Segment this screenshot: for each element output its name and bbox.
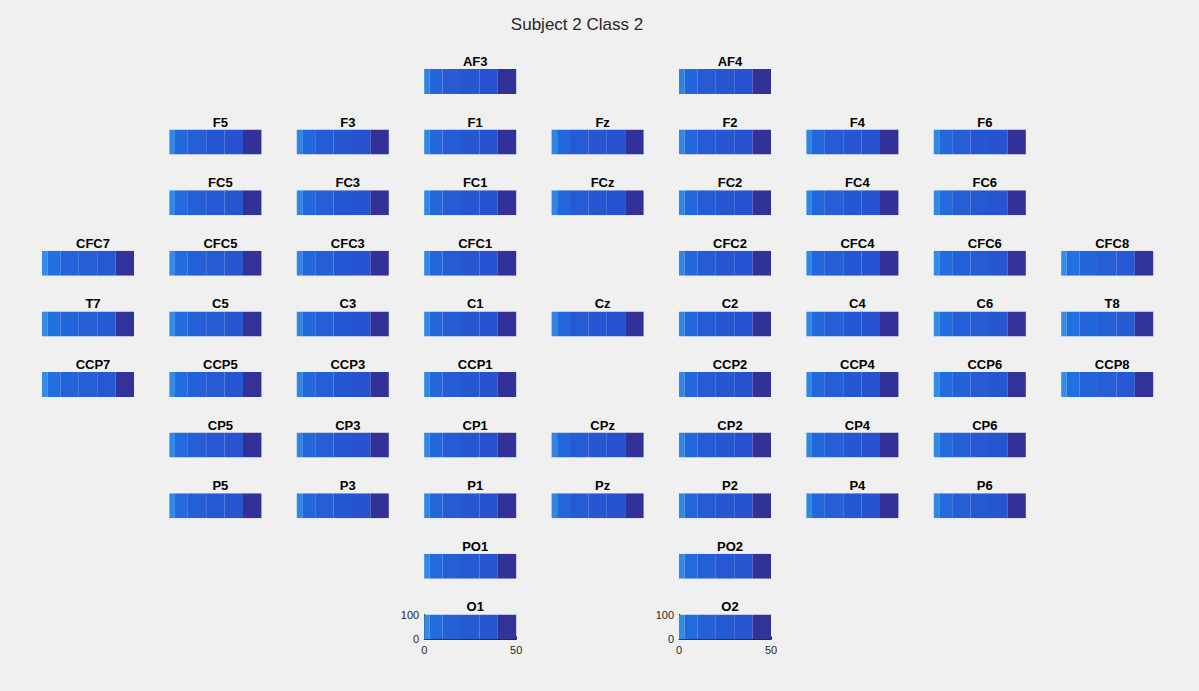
svg-text:50: 50 [510, 644, 522, 656]
svg-text:CCP3: CCP3 [330, 357, 365, 372]
svg-text:C1: C1 [467, 296, 484, 311]
svg-text:T8: T8 [1105, 296, 1120, 311]
svg-text:C3: C3 [339, 296, 356, 311]
svg-text:FC5: FC5 [208, 175, 233, 190]
svg-text:CFC5: CFC5 [203, 236, 237, 251]
svg-text:P3: P3 [340, 478, 356, 493]
svg-text:FC2: FC2 [718, 175, 743, 190]
svg-text:AF4: AF4 [718, 54, 743, 69]
svg-text:FC6: FC6 [973, 175, 998, 190]
svg-text:FC3: FC3 [336, 175, 361, 190]
svg-text:P5: P5 [212, 478, 228, 493]
svg-text:CP5: CP5 [208, 418, 233, 433]
svg-text:0: 0 [676, 644, 682, 656]
svg-text:F1: F1 [468, 115, 483, 130]
svg-text:P1: P1 [467, 478, 483, 493]
svg-text:C2: C2 [722, 296, 739, 311]
svg-text:CFC6: CFC6 [968, 236, 1002, 251]
svg-text:P2: P2 [722, 478, 738, 493]
svg-text:F3: F3 [340, 115, 355, 130]
svg-text:O2: O2 [721, 599, 738, 614]
svg-text:FC1: FC1 [463, 175, 488, 190]
svg-text:Pz: Pz [595, 478, 611, 493]
svg-text:CFC2: CFC2 [713, 236, 747, 251]
svg-text:CP6: CP6 [972, 418, 997, 433]
svg-text:F2: F2 [722, 115, 737, 130]
svg-text:CCP8: CCP8 [1095, 357, 1130, 372]
svg-text:CFC8: CFC8 [1095, 236, 1129, 251]
svg-text:Fz: Fz [595, 115, 610, 130]
svg-text:F4: F4 [850, 115, 866, 130]
svg-text:0: 0 [668, 633, 674, 645]
svg-text:CP2: CP2 [717, 418, 742, 433]
svg-text:0: 0 [413, 633, 419, 645]
svg-text:CCP5: CCP5 [203, 357, 238, 372]
svg-text:P4: P4 [849, 478, 866, 493]
svg-text:T7: T7 [85, 296, 100, 311]
svg-text:C6: C6 [976, 296, 993, 311]
svg-text:50: 50 [765, 644, 777, 656]
svg-text:F6: F6 [977, 115, 992, 130]
svg-text:PO1: PO1 [462, 539, 488, 554]
svg-text:FCz: FCz [591, 175, 615, 190]
svg-text:CP1: CP1 [463, 418, 488, 433]
svg-text:100: 100 [401, 609, 419, 621]
svg-text:0: 0 [421, 644, 427, 656]
svg-text:Subject 2 Class 2: Subject 2 Class 2 [511, 15, 643, 34]
svg-text:P6: P6 [977, 478, 993, 493]
svg-text:C5: C5 [212, 296, 229, 311]
svg-text:CFC1: CFC1 [458, 236, 492, 251]
svg-text:Cz: Cz [595, 296, 611, 311]
svg-text:CP4: CP4 [845, 418, 871, 433]
svg-text:100: 100 [656, 609, 674, 621]
svg-text:CFC7: CFC7 [76, 236, 110, 251]
svg-text:C4: C4 [849, 296, 866, 311]
svg-text:CCP1: CCP1 [458, 357, 493, 372]
svg-text:FC4: FC4 [845, 175, 870, 190]
svg-text:CCP4: CCP4 [840, 357, 875, 372]
svg-text:CPz: CPz [590, 418, 615, 433]
svg-text:CP3: CP3 [335, 418, 360, 433]
svg-text:CFC4: CFC4 [840, 236, 875, 251]
svg-text:CCP6: CCP6 [967, 357, 1002, 372]
svg-text:F5: F5 [213, 115, 228, 130]
svg-text:PO2: PO2 [717, 539, 743, 554]
svg-text:CCP2: CCP2 [713, 357, 748, 372]
svg-text:CFC3: CFC3 [331, 236, 365, 251]
svg-text:O1: O1 [467, 599, 484, 614]
svg-text:CCP7: CCP7 [76, 357, 111, 372]
svg-text:AF3: AF3 [463, 54, 488, 69]
